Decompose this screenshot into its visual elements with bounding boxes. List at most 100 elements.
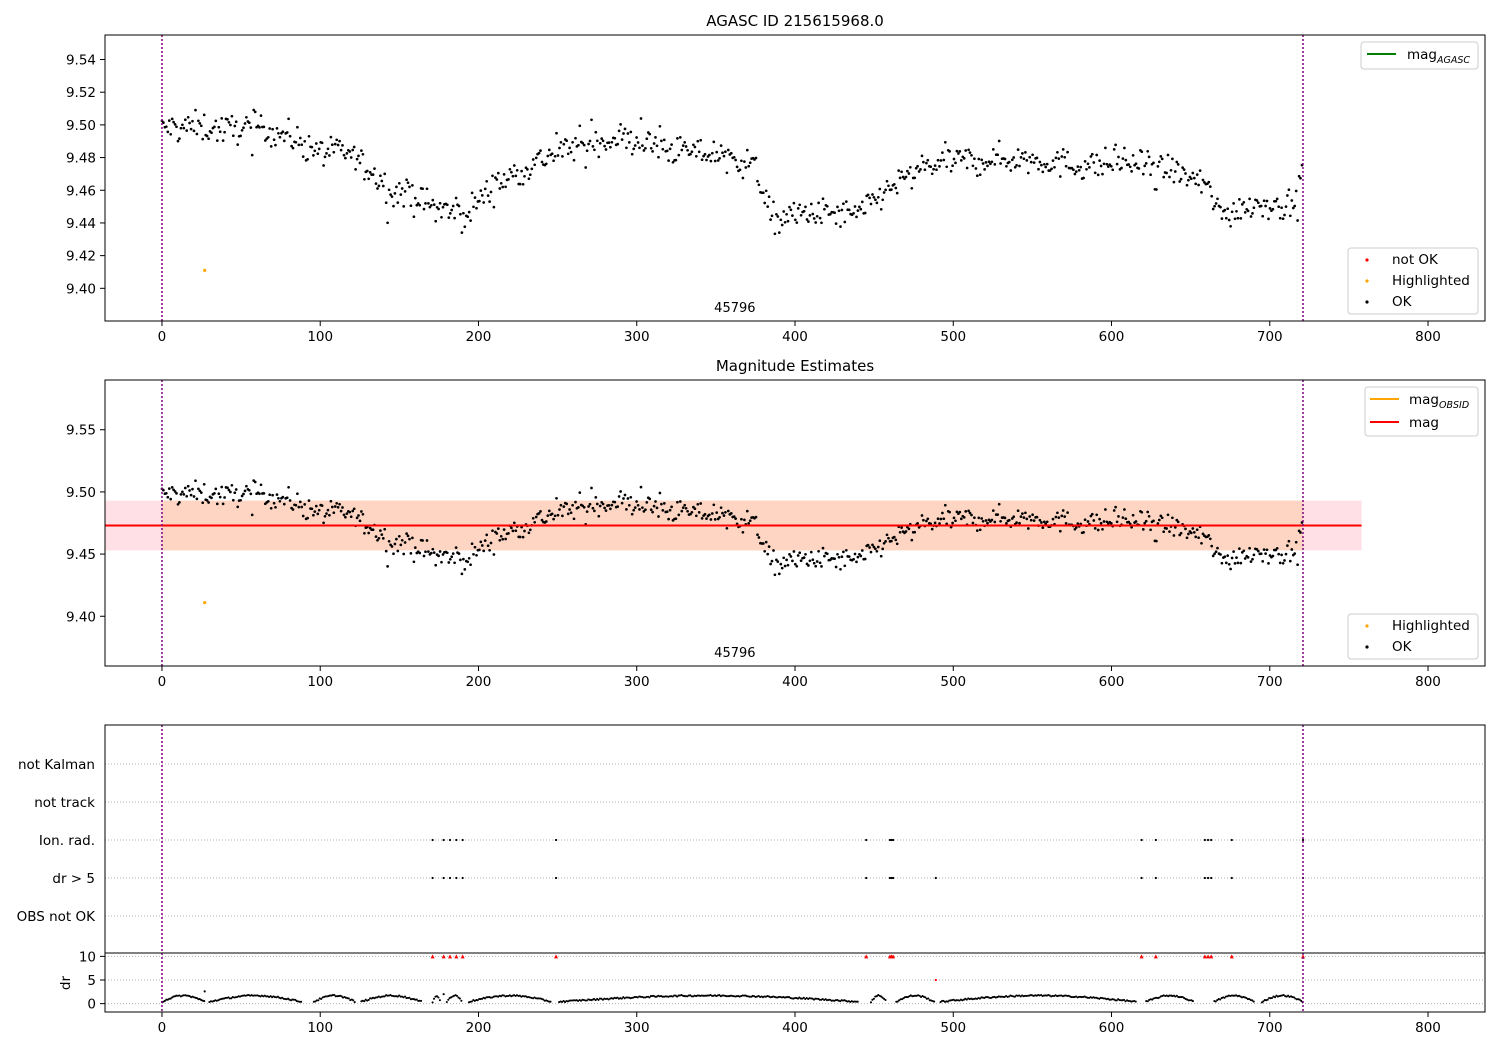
- ok-point: [1114, 143, 1117, 147]
- ok-point: [973, 516, 976, 520]
- ok-point: [1223, 208, 1227, 212]
- ok-point: [967, 148, 970, 152]
- ok-point: [825, 552, 829, 556]
- ok-point: [968, 511, 972, 515]
- flag-label-not-kalman: not Kalman: [18, 757, 95, 773]
- ok-point: [358, 161, 362, 165]
- dr-point: [1287, 994, 1290, 997]
- dr-point: [281, 996, 284, 999]
- ok-point: [636, 503, 640, 507]
- ok-point: [793, 562, 797, 566]
- ok-point: [326, 508, 330, 512]
- dr-clipped-marker: [430, 954, 435, 959]
- dr-point: [802, 996, 805, 999]
- ok-point: [501, 185, 505, 189]
- ok-point: [189, 127, 193, 131]
- top-panel: AGASC ID 215615968.0 9.409.429.449.469.4…: [66, 12, 1486, 345]
- ok-point: [887, 184, 890, 188]
- ok-point: [729, 512, 733, 515]
- ok-point: [202, 113, 206, 117]
- flags-panel-events: [431, 838, 1305, 880]
- flag-label-obs-not-ok: OBS not OK: [17, 909, 97, 925]
- ok-point: [380, 533, 384, 536]
- ok-point: [569, 511, 573, 515]
- ok-point: [1176, 520, 1180, 524]
- ok-point: [1213, 204, 1216, 208]
- ok-point: [344, 515, 347, 519]
- ok-point: [1117, 515, 1120, 518]
- ok-point: [962, 157, 966, 160]
- ok-point: [709, 518, 713, 521]
- ok-point: [788, 553, 791, 556]
- flag-event-marker: [455, 876, 458, 880]
- ok-point: [833, 557, 836, 561]
- ok-point: [735, 165, 739, 169]
- ok-point: [807, 220, 810, 223]
- ok-point: [789, 208, 793, 212]
- ok-point: [1155, 539, 1158, 543]
- ok-point: [236, 505, 240, 509]
- ok-point: [1042, 162, 1046, 166]
- ok-point: [1207, 534, 1211, 537]
- ok-point: [1283, 213, 1286, 217]
- ok-point: [198, 122, 202, 125]
- ok-point: [191, 119, 194, 123]
- ok-point: [431, 547, 435, 551]
- ok-point: [186, 115, 190, 119]
- ok-point: [980, 517, 984, 520]
- ok-point: [1296, 563, 1299, 567]
- ok-point: [623, 127, 627, 131]
- ok-point: [948, 510, 951, 514]
- ok-point: [1121, 516, 1125, 519]
- ok-point: [916, 164, 919, 168]
- legend-ok-marker: [1365, 300, 1369, 304]
- dr-clipped-marker: [554, 954, 559, 959]
- flag-event-marker: [934, 876, 937, 880]
- ok-point: [1223, 555, 1227, 559]
- flag-event-marker: [1203, 838, 1206, 842]
- dr-point: [1146, 1000, 1149, 1003]
- ok-point: [462, 557, 465, 561]
- ok-point: [348, 150, 352, 153]
- ok-point: [528, 173, 532, 177]
- ok-point: [421, 187, 424, 191]
- ok-point: [298, 136, 302, 140]
- dr-point: [648, 996, 651, 999]
- ok-point: [1195, 173, 1199, 176]
- ok-point: [665, 510, 669, 514]
- ok-point: [169, 497, 173, 501]
- ok-point: [926, 158, 930, 162]
- dr-point: [1266, 998, 1269, 1001]
- dr-point: [447, 998, 450, 1001]
- flag-event-marker: [554, 876, 558, 880]
- dr-point: [315, 999, 318, 1002]
- ok-point: [968, 151, 972, 154]
- ok-point: [881, 198, 885, 202]
- ok-point: [780, 223, 784, 227]
- ok-point: [1233, 217, 1237, 221]
- ok-point: [773, 573, 777, 577]
- ok-point: [1064, 521, 1068, 525]
- ok-point: [234, 488, 238, 491]
- ok-point: [213, 492, 216, 495]
- ok-point: [748, 519, 752, 523]
- ok-point: [166, 495, 170, 499]
- ok-point: [399, 543, 403, 547]
- flag-event-marker: [448, 876, 452, 880]
- ok-point: [930, 172, 934, 176]
- dr-point: [562, 999, 565, 1002]
- ok-point: [977, 157, 981, 161]
- ok-point: [844, 548, 848, 552]
- flag-event-marker: [461, 876, 464, 880]
- x-tick-label: 500: [940, 1020, 966, 1036]
- ok-point: [578, 124, 582, 128]
- ok-point: [1128, 522, 1132, 526]
- ok-point: [565, 502, 569, 506]
- ok-point: [406, 181, 410, 185]
- ok-point: [1026, 171, 1030, 175]
- ok-point: [712, 503, 716, 507]
- ok-point: [460, 572, 464, 576]
- legend-ok-marker: [1365, 645, 1369, 649]
- ok-point: [1287, 188, 1291, 192]
- ok-point: [207, 501, 210, 504]
